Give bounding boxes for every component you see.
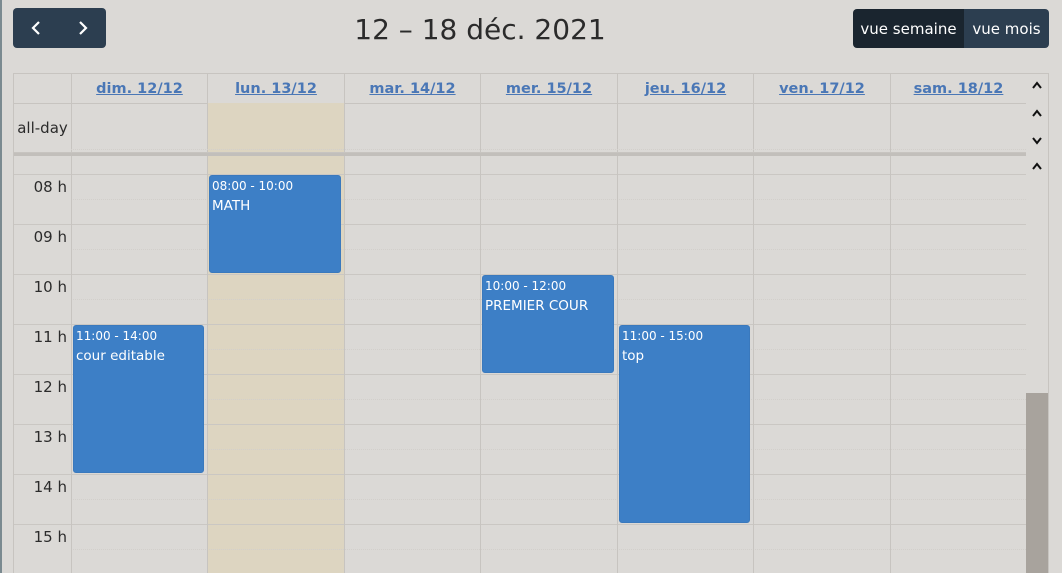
half-hour-line <box>71 149 1026 150</box>
chevron-left-icon <box>31 21 41 35</box>
all-day-cell[interactable] <box>344 103 480 152</box>
calendar-event[interactable]: 11:00 - 15:00 top <box>619 325 750 523</box>
hour-label: 10 h <box>33 278 67 296</box>
day-header-row: dim. 12/12 lun. 13/12 mar. 14/12 mer. 15/12… <box>14 74 1026 104</box>
event-title: cour editable <box>76 348 165 364</box>
day-column-divider <box>344 156 345 573</box>
day-header: ven. 17/12 <box>753 74 890 103</box>
hour-label: 09 h <box>33 228 67 246</box>
day-column-divider <box>480 156 481 573</box>
nav-button-group <box>13 8 106 48</box>
all-day-cell[interactable] <box>71 103 207 152</box>
day-header-link[interactable]: sam. 18/12 <box>913 80 1004 97</box>
day-column-divider <box>207 156 208 573</box>
time-grid: 08 h 09 h 10 h 11 h 12 h 13 h 14 h 15 h 08:00 - … <box>14 149 1026 573</box>
half-hour-line <box>71 499 1026 500</box>
week-view-button[interactable]: vue semaine <box>853 9 964 48</box>
calendar-event[interactable]: 11:00 - 14:00 cour editable <box>73 325 204 473</box>
event-title: MATH <box>212 198 251 214</box>
chevron-right-icon <box>78 21 88 35</box>
event-time: 11:00 - 14:00 <box>76 329 158 343</box>
scroll-down-icon[interactable] <box>1026 130 1048 152</box>
header-scrollbar[interactable] <box>1026 74 1048 154</box>
hour-line <box>14 374 1026 375</box>
all-day-cell[interactable] <box>617 103 753 152</box>
calendar-grid: dim. 12/12 lun. 13/12 mar. 14/12 mer. 15/12… <box>13 73 1049 573</box>
day-header: jeu. 16/12 <box>617 74 753 103</box>
hour-line <box>14 474 1026 475</box>
hour-line <box>14 224 1026 225</box>
day-header: mer. 15/12 <box>480 74 617 103</box>
half-hour-line <box>71 549 1026 550</box>
view-switcher: vue semaine vue mois <box>853 9 1049 48</box>
hour-label: 15 h <box>33 528 67 546</box>
half-hour-line <box>71 199 1026 200</box>
day-header: lun. 13/12 <box>207 74 344 103</box>
all-day-cell[interactable] <box>480 103 617 152</box>
window-edge <box>0 0 2 573</box>
all-day-divider <box>14 153 1026 156</box>
event-time: 08:00 - 10:00 <box>212 179 294 193</box>
next-button[interactable] <box>59 8 106 48</box>
event-time: 10:00 - 12:00 <box>485 279 567 293</box>
day-column-divider <box>617 156 618 573</box>
event-time: 11:00 - 15:00 <box>622 329 704 343</box>
hour-label: 12 h <box>33 378 67 396</box>
hour-label: 08 h <box>33 178 67 196</box>
calendar-title: 12 – 18 déc. 2021 <box>354 13 606 46</box>
scroll-up-icon[interactable] <box>1026 102 1048 124</box>
hour-line <box>14 524 1026 525</box>
all-day-label: all-day <box>17 118 68 137</box>
hour-line <box>14 274 1026 275</box>
month-view-button[interactable]: vue mois <box>964 9 1049 48</box>
day-header-link[interactable]: ven. 17/12 <box>779 80 865 97</box>
day-column-divider <box>71 156 72 573</box>
scrollbar-thumb[interactable] <box>1026 393 1048 573</box>
day-column-divider <box>753 156 754 573</box>
prev-button[interactable] <box>13 8 60 48</box>
day-header-link[interactable]: dim. 12/12 <box>96 80 183 97</box>
scroll-up-icon[interactable] <box>1026 74 1048 96</box>
day-header-link[interactable]: lun. 13/12 <box>235 80 317 97</box>
day-header-link[interactable]: jeu. 16/12 <box>644 80 727 97</box>
event-title: top <box>622 348 645 364</box>
hour-label: 13 h <box>33 428 67 446</box>
all-day-cell[interactable] <box>890 103 1026 152</box>
day-header-link[interactable]: mar. 14/12 <box>369 80 456 97</box>
half-hour-line <box>71 449 1026 450</box>
day-column-divider <box>890 156 891 573</box>
day-header: dim. 12/12 <box>71 74 207 103</box>
day-header: sam. 18/12 <box>890 74 1026 103</box>
hour-label: 11 h <box>33 328 67 346</box>
calendar-event[interactable]: 10:00 - 12:00 PREMIER COUR <box>482 275 614 373</box>
half-hour-line <box>71 399 1026 400</box>
half-hour-line <box>71 249 1026 250</box>
day-header: mar. 14/12 <box>344 74 480 103</box>
all-day-cell[interactable] <box>207 103 344 152</box>
scroll-up-icon[interactable] <box>1026 155 1048 177</box>
hour-label: 14 h <box>33 478 67 496</box>
hour-line <box>14 424 1026 425</box>
all-day-cell[interactable] <box>753 103 890 152</box>
hour-line <box>14 174 1026 175</box>
event-title: PREMIER COUR <box>485 298 589 314</box>
all-day-row: all-day <box>14 103 1026 153</box>
calendar-event[interactable]: 08:00 - 10:00 MATH <box>209 175 341 273</box>
day-header-link[interactable]: mer. 15/12 <box>505 80 593 97</box>
